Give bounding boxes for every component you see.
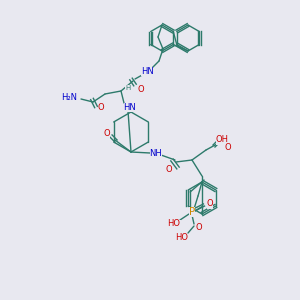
Text: OH: OH	[215, 136, 229, 145]
Text: HN: HN	[124, 103, 136, 112]
Text: O: O	[138, 85, 144, 94]
Text: H: H	[125, 85, 130, 91]
Text: O: O	[98, 103, 104, 112]
Text: P: P	[189, 207, 195, 217]
Text: HN: HN	[141, 67, 153, 76]
Text: O: O	[207, 200, 213, 208]
Text: HO: HO	[176, 233, 188, 242]
Text: O: O	[166, 166, 172, 175]
Text: O: O	[196, 223, 202, 232]
Text: H₂N: H₂N	[61, 92, 77, 101]
Text: O: O	[225, 143, 231, 152]
Text: HO: HO	[167, 220, 181, 229]
Text: O: O	[104, 130, 110, 139]
Text: NH: NH	[150, 149, 162, 158]
